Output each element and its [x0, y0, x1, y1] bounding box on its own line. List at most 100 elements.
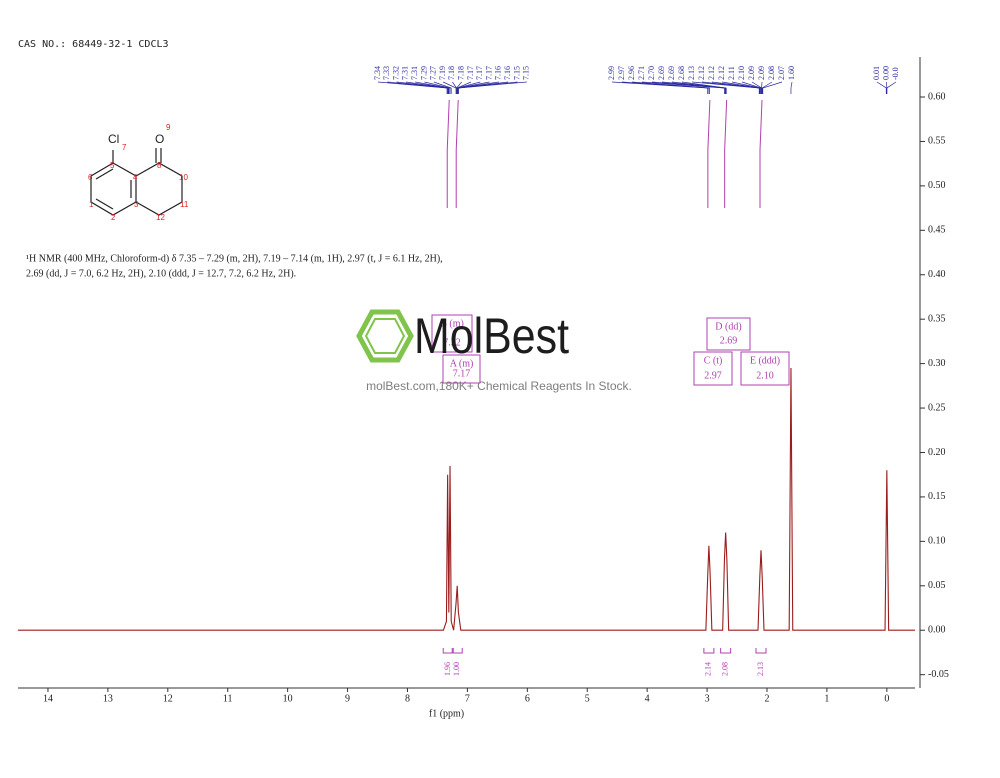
x-tick-label: 4 — [645, 693, 650, 704]
peak-label: 2.71 — [637, 66, 646, 80]
peak-label: 2.70 — [647, 66, 656, 80]
x-tick-label: 9 — [345, 693, 350, 704]
x-tick-label: 6 — [525, 693, 530, 704]
peak-label: 2.08 — [767, 66, 776, 80]
peak-label: 7.18 — [447, 66, 456, 80]
x-tick-label: 13 — [103, 693, 113, 704]
y-tick-label: 0.20 — [928, 447, 946, 458]
multiplet-shift: 2.69 — [720, 335, 738, 346]
watermark-brand: MolBest — [414, 308, 569, 364]
multiplet-shift: 7.17 — [453, 368, 471, 379]
peak-label: -0.0 — [891, 67, 900, 80]
peak-label: 2.12 — [717, 66, 726, 80]
y-tick-label: 0.15 — [928, 491, 946, 502]
atom-number: 10 — [179, 173, 188, 182]
atom-number: 9 — [166, 123, 171, 132]
peak-label: 7.32 — [391, 66, 400, 80]
peak-label: 7.34 — [373, 66, 382, 80]
peak-label: 2.12 — [707, 66, 716, 80]
multiplet-label: D (dd) — [715, 321, 741, 332]
peak-label: 2.07 — [777, 66, 786, 80]
integral-trace — [725, 100, 727, 208]
integral-bracket — [756, 648, 766, 653]
peak-label: 7.16 — [494, 66, 503, 80]
peak-label: 2.12 — [697, 66, 706, 80]
integral-bracket — [721, 648, 731, 653]
atom-number: 5 — [110, 161, 115, 170]
y-tick-label: 0.35 — [928, 313, 946, 324]
peak-label: 7.27 — [429, 66, 438, 80]
peak-label: 0.00 — [881, 66, 890, 80]
atom-number: 7 — [122, 143, 127, 152]
peak-label: 2.13 — [687, 66, 696, 80]
peak-label: 7.31 — [401, 66, 410, 80]
integral-label: 2.08 — [720, 662, 729, 676]
integral-trace — [456, 100, 458, 208]
atom-number: 11 — [180, 200, 189, 209]
peak-label: 2.97 — [617, 66, 626, 80]
y-tick-label: 0.45 — [928, 225, 946, 236]
atom-number: 8 — [157, 161, 162, 170]
peak-label: 1.60 — [787, 66, 796, 80]
watermark-tagline: molBest.com,180K+ Chemical Reagents In S… — [366, 379, 632, 393]
atom-label: Cl — [108, 132, 119, 146]
peak-leader — [791, 82, 792, 94]
peak-label: 2.96 — [627, 66, 636, 80]
x-tick-label: 7 — [465, 693, 470, 704]
x-tick-label: 10 — [283, 693, 293, 704]
y-tick-label: 0.30 — [928, 358, 946, 369]
peak-leader — [887, 82, 896, 94]
x-tick-label: 5 — [585, 693, 590, 704]
integral-trace — [760, 100, 762, 208]
x-axis-label: f1 (ppm) — [429, 708, 464, 719]
spectrum-line — [18, 368, 915, 630]
integral-label: 2.13 — [756, 662, 765, 676]
peak-label: 2.09 — [747, 66, 756, 80]
peak-label: 2.68 — [677, 66, 686, 80]
peak-label: 7.33 — [382, 66, 391, 80]
integral-trace — [708, 100, 710, 208]
integral-trace — [447, 100, 449, 208]
peak-label: 7.15 — [512, 66, 521, 80]
y-tick-label: 0.00 — [928, 625, 946, 636]
x-tick-label: 1 — [824, 693, 829, 704]
x-tick-label: 12 — [163, 693, 173, 704]
peak-leader — [877, 82, 886, 94]
peak-label: 7.18 — [457, 66, 466, 80]
y-tick-label: 0.40 — [928, 269, 946, 280]
integral-label: 1.00 — [452, 662, 461, 676]
x-tick-label: 3 — [705, 693, 710, 704]
x-tick-label: 14 — [43, 693, 53, 704]
atom-number: 4 — [133, 173, 138, 182]
multiplet-shift: 2.10 — [756, 370, 774, 381]
atom-label: O — [155, 132, 164, 146]
x-tick-label: 0 — [884, 693, 889, 704]
peak-leader — [763, 82, 782, 94]
y-tick-label: 0.10 — [928, 536, 946, 547]
atom-number: 3 — [134, 200, 139, 209]
watermark: MolBest molBest.com,180K+ Chemical Reage… — [359, 308, 632, 393]
y-tick-label: 0.50 — [928, 180, 946, 191]
multiplet-shift: 2.97 — [704, 370, 722, 381]
atom-number: 12 — [156, 213, 165, 222]
integral-label: 2.14 — [704, 662, 713, 676]
x-tick-label: 2 — [764, 693, 769, 704]
y-tick-label: 0.60 — [928, 91, 946, 102]
peak-label: 0.01 — [872, 66, 881, 80]
integral-label: 1.96 — [443, 662, 452, 676]
peak-label: 7.29 — [419, 66, 428, 80]
y-tick-label: 0.55 — [928, 136, 946, 147]
atom-number: 6 — [88, 173, 93, 182]
atom-number: 1 — [89, 200, 94, 209]
peak-label: 7.17 — [466, 66, 475, 80]
peak-label: 7.15 — [522, 66, 531, 80]
x-tick-label: 8 — [405, 693, 410, 704]
peak-label: 7.31 — [410, 66, 419, 80]
multiplet-label: E (ddd) — [750, 355, 780, 366]
multiplet-label: C (t) — [704, 355, 723, 366]
peak-label: 2.11 — [727, 66, 736, 80]
nmr-text: 2.69 (dd, J = 7.0, 6.2 Hz, 2H), 2.10 (dd… — [26, 268, 296, 279]
y-tick-label: 0.25 — [928, 402, 946, 413]
y-tick-label: 0.05 — [928, 580, 946, 591]
